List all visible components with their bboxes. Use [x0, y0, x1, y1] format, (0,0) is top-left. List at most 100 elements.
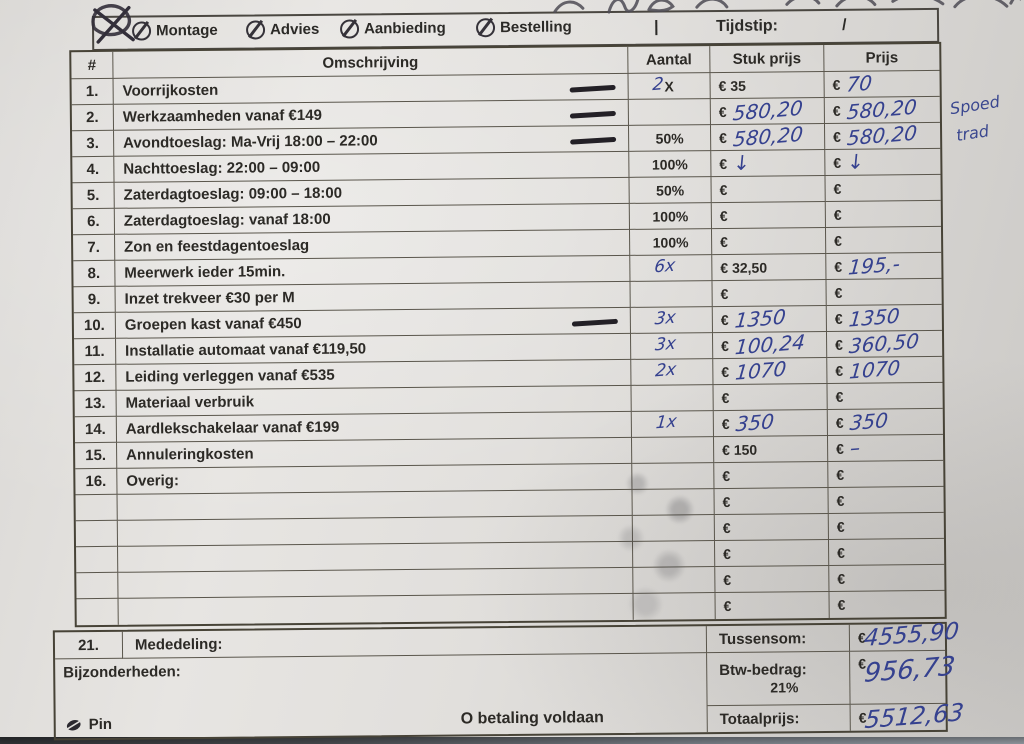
row-description-text: Avondtoeslag: Ma-Vrij 18:00 – 22:00 [123, 132, 378, 152]
row-description-text: Voorrijkosten [122, 81, 219, 100]
row-description-text: Nachttoeslag: 22:00 – 09:00 [123, 158, 321, 178]
row-unit-price: €580,20 [710, 96, 825, 125]
row-price-text: € [832, 102, 841, 119]
row-unit-price: €580,20 [710, 121, 826, 152]
row-number-text: 13. [84, 394, 106, 413]
row-price-text: € [833, 180, 842, 197]
row-number [75, 494, 118, 522]
row-price-text: € [836, 440, 844, 457]
row-price: € – [827, 434, 944, 462]
quantity-handwritten: 2 [651, 74, 665, 96]
totaalprijs-label: Totaalprijs: [707, 704, 851, 733]
pen-dash-mark [571, 318, 618, 327]
row-unit-price: € 150 [713, 435, 829, 464]
row-unit-price-text: € [720, 311, 729, 328]
row-price: €1350 [826, 303, 942, 332]
bijzonderheden-cell: Bijzonderheden: Pin O betaling voldaan [55, 653, 708, 739]
row-price-text: € [836, 492, 845, 509]
row-quantity-text: 50% [656, 181, 685, 199]
order-type-label: Montage [155, 21, 218, 40]
row-unit-price: € 32,50 [712, 253, 827, 282]
btw-label: Btw-bedrag: [719, 661, 807, 680]
price-handwritten: – [848, 435, 862, 461]
unit-price-handwritten: 1350 [733, 304, 787, 333]
euro-sign: € [857, 629, 866, 646]
row-number [76, 598, 119, 626]
row-unit-price: € [714, 539, 830, 568]
row-number: 2. [71, 104, 115, 132]
row-unit-price: € [714, 487, 829, 516]
row-unit-price-text: € 32,50 [720, 259, 768, 276]
price-handwritten: 580,20 [845, 94, 918, 125]
row-unit-price-text: € [721, 363, 730, 380]
row-price: €360,50 [826, 329, 943, 358]
row-price-text: € [834, 232, 842, 249]
row-price-text: € [836, 466, 845, 483]
row-description-text: Overig: [126, 472, 179, 490]
row-unit-price: € [714, 513, 829, 542]
column-header-text: Omschrijving [322, 53, 419, 72]
row-price: € [828, 460, 944, 488]
row-quantity-text: 100% [651, 155, 688, 173]
row-price-text: € [836, 518, 845, 535]
price-handwritten: 350 [848, 407, 890, 436]
row-number: 11. [74, 338, 117, 366]
order-type-label: Aanbieding [363, 19, 446, 38]
row-price-text: € [837, 596, 846, 613]
row-price-text: € [837, 570, 846, 587]
row-unit-price-text: € [719, 155, 728, 172]
row-unit-price: €1350 [712, 304, 827, 334]
row-number: 5. [72, 182, 115, 210]
column-header-text: Prijs [865, 48, 899, 67]
row-number [75, 520, 119, 548]
row-price: € [829, 564, 945, 592]
betaling-voldaan-label: O betaling voldaan [460, 709, 604, 728]
row-number-text: 10. [83, 316, 105, 335]
price-handwritten: ↓ [846, 148, 866, 175]
row-description-text: Materiaal verbruik [125, 393, 255, 412]
row-number-text: 9. [87, 290, 101, 309]
row-price-text: € [837, 544, 845, 561]
row-price-text: € [835, 388, 844, 405]
row-number-text: 16. [85, 472, 107, 491]
row-price: € [825, 226, 942, 254]
row-price-text: € [835, 414, 844, 431]
row-unit-price-text: € [722, 493, 731, 510]
row-quantity: 100% [629, 203, 712, 230]
euro-sign: € [858, 655, 867, 672]
tussensom-label: Tussensom: [706, 624, 851, 654]
unit-price-handwritten: 100,24 [734, 329, 807, 360]
pen-dash-mark [569, 110, 616, 119]
row-unit-price-text: € [720, 285, 729, 302]
price-handwritten: 580,20 [846, 120, 919, 151]
row-number: 10. [73, 312, 117, 340]
unit-price-handwritten: ↓ [732, 149, 752, 176]
column-header: Aantal [628, 46, 711, 74]
order-type-option-aanbieding: Aanbieding [339, 19, 446, 39]
column-header-text: Aantal [645, 50, 692, 69]
row-quantity: 100% [629, 229, 713, 256]
row-description-text: Inzet trekveer €30 per M [124, 289, 295, 308]
tussensom-handwritten-value: 4555,90 [862, 618, 961, 653]
btw-value-cell: € 956,73 [850, 650, 957, 705]
row-description-text: Annuleringkosten [126, 445, 254, 464]
row-number: 9. [73, 286, 116, 314]
row-unit-price-text: € [723, 571, 732, 588]
price-handwritten: 195,- [847, 251, 902, 280]
row-quantity: 6x [630, 255, 713, 282]
row-description-text: Aardlekschakelaar vanaf €199 [125, 418, 340, 438]
unit-price-handwritten: 350 [734, 409, 776, 437]
row-number-text: 12. [84, 368, 106, 387]
separator-bar: | [653, 18, 659, 36]
row-unit-price-text: € [722, 519, 731, 536]
ink-smudge [581, 462, 723, 630]
order-type-label: Advies [269, 20, 320, 39]
quantity-handwritten: 1x [654, 411, 678, 434]
unit-price-handwritten: 580,20 [732, 121, 805, 152]
order-type-option-montage: Montage [131, 21, 218, 41]
row-price-text: € [834, 284, 843, 301]
price-handwritten: 1350 [847, 303, 901, 332]
row-unit-price: € [711, 175, 826, 204]
row-quantity [630, 281, 713, 308]
row-price: €580,20 [824, 120, 941, 151]
